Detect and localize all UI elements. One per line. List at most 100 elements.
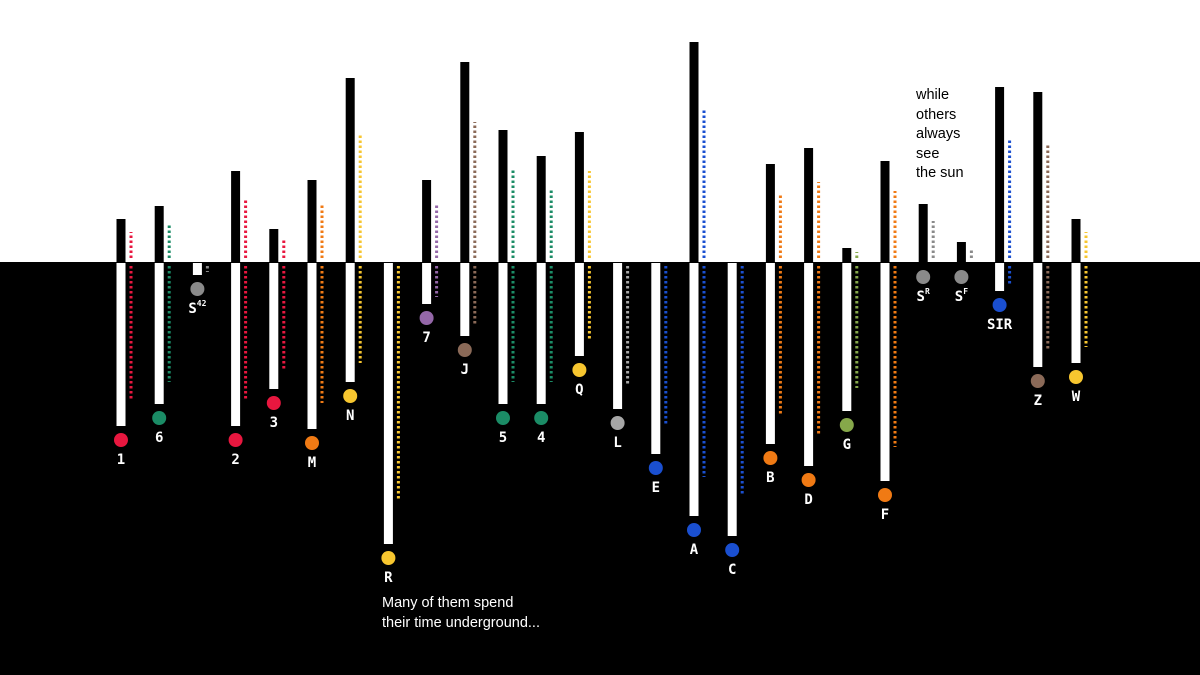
line-name: 2 [231, 452, 240, 468]
underground-bar [154, 263, 164, 404]
line-bullet-icon [878, 488, 892, 502]
underground-bar [383, 263, 393, 544]
line-name: B [766, 470, 775, 486]
line-name-suffix: R [924, 287, 930, 296]
line-name: D [804, 492, 813, 508]
above-ground-bar [918, 204, 928, 262]
line-name: 3 [269, 415, 279, 431]
line-name: E [651, 480, 661, 496]
underground-annotation: Many of them spend their time undergroun… [382, 593, 540, 633]
underground-bar [765, 263, 775, 444]
line-name: S [954, 289, 964, 305]
line-bullet-icon [725, 543, 740, 557]
line-name: F [880, 507, 890, 523]
annotation-line: while [916, 87, 950, 103]
line-bullet-icon [801, 473, 816, 487]
underground-bar [880, 263, 890, 481]
line-name-suffix: 42 [196, 299, 207, 308]
line-label: G [843, 437, 851, 453]
line-label: M [308, 455, 316, 471]
line-label: C [728, 562, 736, 578]
underground-bar [842, 263, 852, 411]
line-bullet-icon [1069, 370, 1083, 384]
underground-bar [613, 263, 623, 409]
line-label: F [881, 507, 889, 523]
above-annotation: while others always see the sun [916, 86, 964, 184]
line-label: S42 [188, 299, 207, 317]
annotation-line: Many of them spend [382, 595, 514, 611]
line-label: SF [954, 287, 969, 305]
above-ground-bar [460, 62, 470, 262]
line-label: N [346, 408, 354, 424]
line-bullet-icon [610, 416, 625, 430]
above-ground-bar [956, 242, 966, 262]
line-name: R [384, 570, 393, 586]
line-name: Z [1033, 393, 1043, 409]
line-bullet-icon [954, 270, 969, 284]
line-label: D [804, 492, 812, 508]
underground-bar [574, 263, 584, 356]
underground-bar [689, 263, 699, 516]
underground-bar [498, 263, 508, 404]
line-name: M [307, 455, 317, 471]
line-bullet-icon [534, 411, 549, 425]
underground-bar [727, 263, 737, 536]
annotation-line: others [916, 106, 957, 123]
underground-bar [422, 263, 432, 304]
underground-bar [651, 263, 661, 454]
above-ground-bar [765, 164, 775, 262]
underground-bar [269, 263, 279, 389]
line-bullet-icon [496, 411, 510, 425]
line-name: G [842, 437, 852, 453]
above-ground-bar [307, 180, 317, 262]
underground-bar [804, 263, 814, 466]
annotation-line: the sun [916, 165, 964, 181]
line-name-suffix: F [963, 287, 969, 296]
line-label: Q [575, 382, 583, 398]
line-bullet-icon [763, 451, 778, 465]
line-label: 1 [117, 452, 125, 468]
line-name: S [188, 301, 197, 317]
line-name: J [460, 362, 470, 378]
underground-bar [460, 263, 470, 336]
line-bullet-icon [648, 461, 663, 475]
line-bullet-icon [1030, 374, 1045, 388]
line-label: R [384, 570, 392, 586]
line-name: L [613, 435, 622, 451]
line-bullet-icon [916, 270, 931, 284]
line-label: 6 [155, 430, 163, 446]
underground-bar [192, 263, 202, 275]
above-ground-bar [231, 171, 241, 262]
line-name: SIR [986, 317, 1013, 333]
underground-bar [345, 263, 355, 382]
line-label: 4 [537, 430, 545, 446]
line-bullet-icon [839, 418, 854, 432]
above-ground-bar [804, 148, 814, 262]
line-label: L [613, 435, 621, 451]
line-name: A [689, 542, 699, 558]
above-ground-bar [1033, 92, 1043, 262]
line-label: J [461, 362, 469, 378]
line-bullet-icon [266, 396, 281, 410]
line-name: 5 [498, 430, 508, 446]
underground-bar [231, 263, 241, 426]
underground-bar [1071, 263, 1081, 363]
line-bullet-icon [572, 363, 587, 377]
underground-bar [995, 263, 1005, 291]
underground-bar [1033, 263, 1043, 367]
line-name: S [916, 289, 925, 305]
line-bullet-icon [381, 551, 396, 565]
above-ground-bar [536, 156, 546, 262]
above-ground-bar [842, 248, 852, 262]
above-ground-bar [995, 87, 1005, 262]
annotation-line: see [916, 145, 940, 162]
line-label: E [652, 480, 660, 496]
above-ground-bar [574, 132, 584, 262]
above-ground-bar [1071, 219, 1081, 262]
above-ground-bar [880, 161, 890, 262]
line-label: SR [916, 287, 930, 305]
line-bullet-icon [419, 311, 434, 325]
above-ground-bar [689, 42, 699, 262]
line-bullet-icon [152, 411, 167, 425]
